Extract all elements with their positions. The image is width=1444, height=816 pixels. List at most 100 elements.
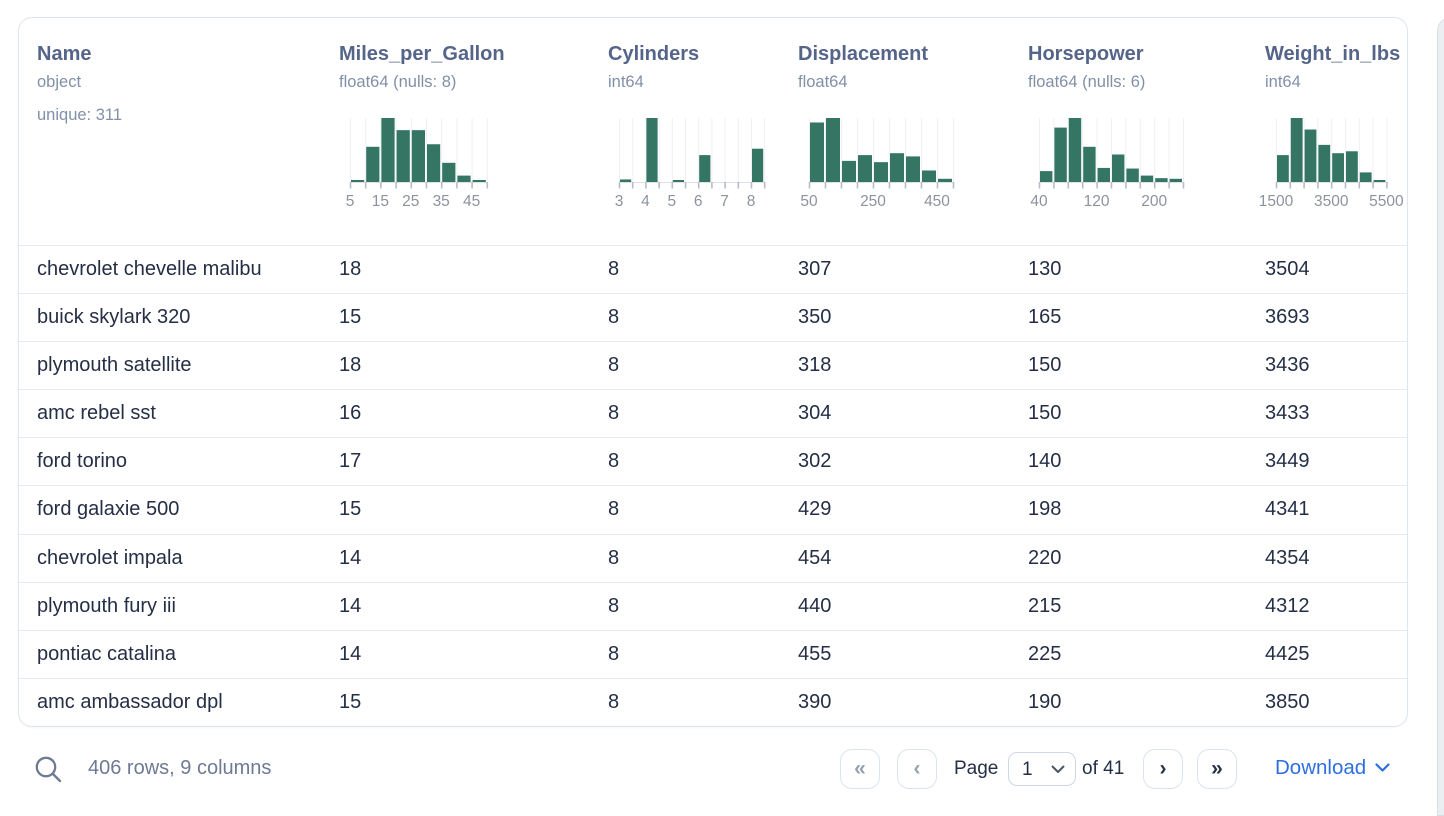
next-page-button[interactable]: › [1143, 749, 1183, 789]
column-type: float64 (nulls: 6) [1028, 73, 1146, 91]
search-icon [35, 756, 62, 782]
column-header: Miles_per_Gallon float64 (nulls: 8) 5 15 2… [339, 18, 505, 245]
svg-text:6: 6 [694, 193, 703, 210]
table-cell: 165 [1028, 306, 1062, 329]
page-select[interactable]: 1 [1008, 752, 1076, 786]
prev-page-button[interactable]: ‹ [897, 749, 937, 789]
table-cell: 3693 [1265, 306, 1310, 329]
page-label: Page [954, 758, 999, 779]
table-cell: 18 [339, 354, 362, 377]
column-histogram[interactable]: 1500 3500 5500 [1259, 118, 1404, 210]
column-histogram[interactable]: 50 250 450 [800, 118, 959, 210]
svg-text:450: 450 [924, 193, 950, 210]
table-cell: 215 [1028, 594, 1062, 617]
last-page-button[interactable]: » [1197, 749, 1237, 789]
table-cell: 304 [798, 402, 832, 425]
table-row[interactable]: ford torino 17 8 302 140 3449 [19, 438, 1407, 487]
column-name[interactable]: Cylinders [608, 43, 700, 65]
table-cell: 455 [798, 642, 832, 665]
column-type: object [37, 73, 82, 91]
table-cell: 8 [608, 594, 620, 617]
table-cell: 4341 [1265, 498, 1310, 521]
chevron-down-icon [1375, 763, 1390, 772]
table-cell: 14 [339, 594, 362, 617]
svg-text:45: 45 [463, 193, 480, 210]
column-type: float64 (nulls: 8) [339, 73, 457, 91]
table-cell: 390 [798, 690, 832, 713]
table-cell: 130 [1028, 258, 1062, 280]
table-cell: ford galaxie 500 [37, 498, 180, 521]
page-count-label: of 41 [1082, 758, 1125, 779]
svg-text:5: 5 [346, 193, 355, 210]
table-cell: 225 [1028, 642, 1062, 665]
table-cell: amc rebel sst [37, 402, 156, 425]
table-cell: 3449 [1265, 450, 1310, 473]
download-label: Download [1275, 756, 1367, 779]
table-row[interactable]: plymouth satellite 18 8 318 150 3436 [19, 342, 1407, 391]
svg-text:250: 250 [860, 193, 886, 210]
svg-text:25: 25 [402, 193, 419, 210]
column-header: Name object unique: 311 [37, 18, 122, 245]
table-header: Name object unique: 311 Miles_per_Gallon… [19, 18, 1407, 246]
svg-text:5: 5 [667, 193, 676, 210]
table-footer: 406 rows, 9 columns « ‹ Page 1 of 41 › »… [18, 726, 1408, 816]
table-cell: ford torino [37, 450, 128, 473]
svg-text:15: 15 [372, 193, 389, 210]
svg-text:35: 35 [433, 193, 450, 210]
table-cell: 4425 [1265, 642, 1310, 665]
table-cell: 8 [608, 642, 620, 665]
svg-text:1500: 1500 [1259, 193, 1294, 210]
table-cell: 15 [339, 690, 362, 713]
table-row[interactable]: plymouth fury iii 14 8 440 215 4312 [19, 583, 1407, 631]
table-cell: 150 [1028, 354, 1062, 377]
table-cell: amc ambassador dpl [37, 690, 223, 713]
column-histogram[interactable]: 40 120 200 [1030, 118, 1189, 210]
svg-text:7: 7 [720, 193, 729, 210]
column-name[interactable]: Name [37, 43, 92, 65]
column-histogram[interactable]: 5 15 25 35 45 [346, 118, 493, 210]
svg-text:40: 40 [1030, 193, 1048, 210]
table-cell: 8 [608, 402, 620, 425]
svg-text:4: 4 [641, 193, 650, 210]
table-cell: 8 [608, 354, 620, 377]
table-cell: 17 [339, 450, 362, 473]
column-name[interactable]: Miles_per_Gallon [339, 43, 505, 65]
search-button[interactable] [32, 754, 66, 788]
table-cell: 3433 [1265, 402, 1310, 425]
table-cell: 220 [1028, 546, 1062, 569]
table-cell: 429 [798, 498, 832, 521]
column-name[interactable]: Weight_in_lbs [1265, 43, 1401, 65]
table-row[interactable]: amc rebel sst 16 8 304 150 3433 [19, 390, 1407, 439]
table-cell: 15 [339, 306, 362, 329]
svg-text:50: 50 [800, 193, 818, 210]
column-name[interactable]: Displacement [798, 43, 929, 65]
table-row[interactable]: chevrolet impala 14 8 454 220 4354 [19, 535, 1407, 583]
table-cell: 14 [339, 546, 362, 569]
table-cell: 8 [608, 258, 620, 280]
table-cell: 150 [1028, 402, 1062, 425]
table-cell: 15 [339, 498, 362, 521]
table-row[interactable]: amc ambassador dpl 15 8 390 190 3850 [19, 679, 1407, 726]
column-name[interactable]: Horsepower [1028, 43, 1144, 65]
column-header: Displacement float64 50 250 450 [798, 18, 955, 245]
table-row[interactable]: pontiac catalina 14 8 455 225 4425 [19, 631, 1407, 679]
table-row[interactable]: buick skylark 320 15 8 350 165 3693 [19, 294, 1407, 343]
download-button[interactable]: Download [1275, 756, 1390, 780]
page-select-wrap: 1 [1008, 752, 1076, 786]
table-cell: chevrolet chevelle malibu [37, 258, 262, 280]
table-cell: 140 [1028, 450, 1062, 473]
table-cell: chevrolet impala [37, 546, 183, 569]
table-cell: 190 [1028, 690, 1062, 713]
svg-text:8: 8 [747, 193, 756, 210]
table-cell: 3850 [1265, 690, 1310, 713]
table-row[interactable]: ford galaxie 500 15 8 429 198 4341 [19, 486, 1407, 535]
first-page-button[interactable]: « [840, 749, 880, 789]
table-cell: 350 [798, 306, 832, 329]
table-cell: 16 [339, 402, 362, 425]
table-cell: 198 [1028, 498, 1062, 521]
svg-text:3500: 3500 [1314, 193, 1349, 210]
table-row[interactable]: chevrolet chevelle malibu 18 8 307 130 3504 [19, 246, 1407, 295]
